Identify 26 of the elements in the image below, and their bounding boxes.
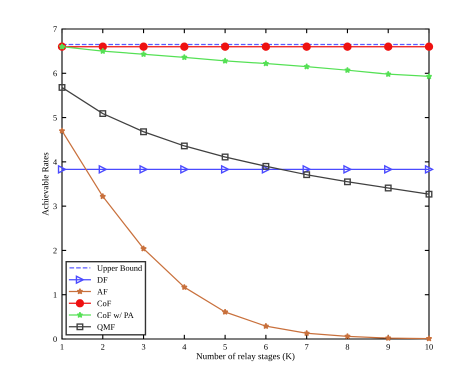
y-tick-label: 3 [53,204,57,210]
legend-label: CoF [97,300,112,306]
x-tick-label: 6 [264,344,268,350]
y-tick-label: 6 [53,70,57,76]
x-tick-label: 9 [386,344,390,350]
x-tick-label: 8 [346,344,350,350]
x-tick-label: 10 [426,344,433,350]
legend-label: Upper Bound [97,265,142,273]
legend-label: CoF w/ PA [97,312,134,318]
y-tick-label: 5 [53,115,57,121]
x-tick-label: 1 [60,344,64,350]
legend-label: DF [97,277,108,283]
x-tick-label: 5 [224,344,227,350]
x-tick-label: 3 [142,344,146,350]
x-tick-label: 7 [305,344,309,350]
x-tick-label: 2 [101,344,104,350]
y-tick-label: 2 [53,248,57,254]
y-tick-label: 0 [53,336,57,342]
x-tick-label: 4 [182,344,186,350]
legend-label: QMF [97,324,115,332]
y-axis-title: Achievable Rates [42,152,48,216]
y-tick-label: 4 [53,159,58,165]
x-axis-title: Number of relay stages (K) [196,352,294,362]
legend-label: AF [97,288,108,294]
y-tick-label: 1 [54,292,57,298]
y-tick-label: 7 [54,26,57,32]
